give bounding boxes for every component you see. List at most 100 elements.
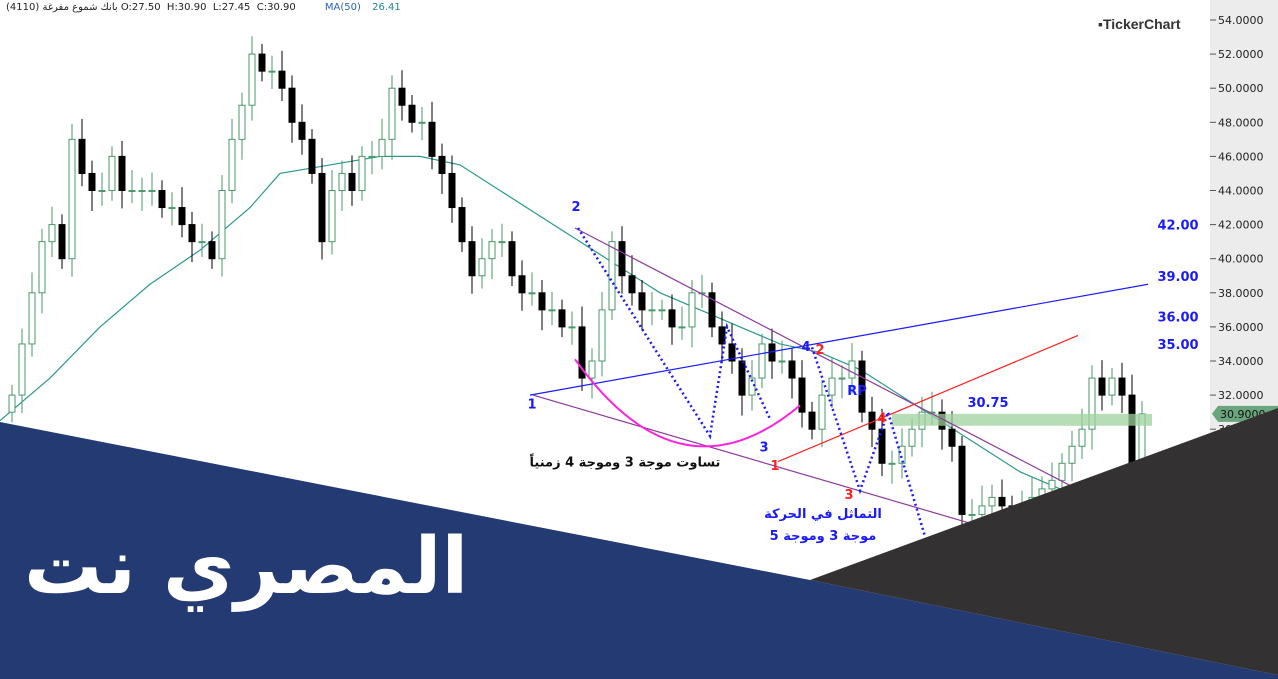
wave-label-red: 3 (844, 488, 853, 503)
note-text: التماثل في الحركة (764, 507, 882, 522)
candle-body (598, 309, 606, 362)
candle-body (388, 87, 396, 140)
candle-body (828, 377, 836, 396)
y-tick-label: 42.0000 (1218, 219, 1264, 232)
candle-body (608, 241, 616, 311)
candle-body (548, 309, 556, 312)
candle-body (298, 121, 306, 140)
wave-label-blue: 1 (527, 398, 536, 413)
candle-body (678, 326, 686, 329)
trend-line (529, 283, 1149, 396)
candle-body (288, 87, 296, 123)
candle-body (818, 394, 826, 430)
y-tick-label: 52.0000 (1218, 48, 1264, 61)
candle-body (168, 207, 176, 210)
y-tick-label: 36.0000 (1218, 321, 1264, 334)
candle-body (628, 275, 636, 294)
candle-body (78, 138, 86, 174)
candle-body (848, 360, 856, 379)
wave-label-red: 4 (877, 411, 886, 426)
high-value: H:30.90 (166, 2, 207, 13)
candle-body (538, 292, 546, 311)
candle-body (378, 138, 386, 157)
y-tick-label: 44.0000 (1218, 185, 1264, 198)
candle-body (638, 292, 646, 311)
candle-body (148, 190, 156, 192)
candle-body (348, 172, 356, 191)
level-label: 35.00 (1157, 338, 1198, 353)
candle-body (328, 190, 336, 243)
candle-body (778, 360, 786, 363)
candle-body (478, 258, 486, 277)
candle-body (188, 224, 196, 243)
candle-body (858, 360, 866, 413)
wave-label-blue: RP (847, 384, 867, 399)
level-label: 39.00 (1157, 270, 1198, 285)
candle-body (808, 411, 816, 430)
candle-body (568, 326, 576, 329)
candle-body (258, 53, 266, 72)
candle-body (888, 462, 896, 465)
band-label: 30.75 (967, 396, 1008, 411)
candle-body (1068, 445, 1076, 464)
candle-body (218, 190, 226, 260)
candle-body (238, 104, 246, 140)
candle-body (798, 377, 806, 413)
ma-label: MA(50) (324, 2, 361, 13)
candle-body (88, 172, 96, 191)
candle-body (8, 394, 16, 413)
candle-body (278, 70, 286, 89)
candle-body (978, 505, 986, 515)
ma-value: 26.41 (372, 2, 401, 13)
y-tick-label: 40.0000 (1218, 253, 1264, 266)
y-tick-label: 32.0000 (1218, 389, 1264, 402)
note-text: موجة 3 وموجة 5 (770, 529, 877, 544)
wave-label-red: 1 (770, 459, 779, 474)
candle-body (118, 155, 126, 191)
candle-body (688, 292, 696, 328)
candle-body (58, 224, 66, 260)
candle-body (358, 155, 366, 191)
candle-body (508, 241, 516, 277)
wave-label-blue: 4 (801, 340, 810, 355)
chart-header: بانك شموع مفرغة (4110) O:27.50 H:30.90 L… (6, 2, 401, 13)
candle-body (368, 155, 376, 158)
candle-body (268, 70, 276, 73)
candle-body (708, 292, 716, 328)
rounding-arc (574, 358, 801, 448)
candle-body (748, 377, 756, 396)
y-tick-label: 46.0000 (1218, 150, 1264, 163)
trend-line (777, 334, 1079, 463)
candle-body (908, 428, 916, 447)
candle-body (758, 343, 766, 379)
candle-body (318, 172, 326, 243)
y-tick-label: 34.0000 (1218, 355, 1264, 368)
candle-body (48, 224, 56, 243)
candle-body (948, 428, 956, 447)
support-band (892, 413, 1152, 426)
trend-line (574, 227, 1071, 486)
candle-body (838, 377, 846, 380)
candle-body (228, 138, 236, 192)
candle-body (98, 190, 106, 192)
candle-body (248, 53, 256, 106)
tickerchart-logo: ▪TickerChart (1098, 16, 1181, 32)
candle-body (1128, 394, 1136, 464)
note-text: تساوت موجة 3 وموجة 4 زمنياً (530, 453, 721, 471)
brand-watermark: المصري نت (24, 522, 469, 612)
candle-body (648, 309, 656, 312)
candle-body (198, 241, 206, 244)
candle-body (1088, 377, 1096, 430)
wave-path (810, 346, 927, 537)
candle-body (498, 241, 506, 244)
y-tick-label: 48.0000 (1218, 116, 1264, 129)
low-value: L:27.45 (212, 2, 251, 13)
wave-label-red: 2 (815, 343, 824, 358)
level-label: 36.00 (1157, 311, 1198, 326)
candle-body (138, 190, 146, 192)
candle-body (958, 445, 966, 515)
candle-body (658, 309, 666, 312)
candle-body (208, 241, 216, 260)
candle-body (108, 155, 116, 191)
